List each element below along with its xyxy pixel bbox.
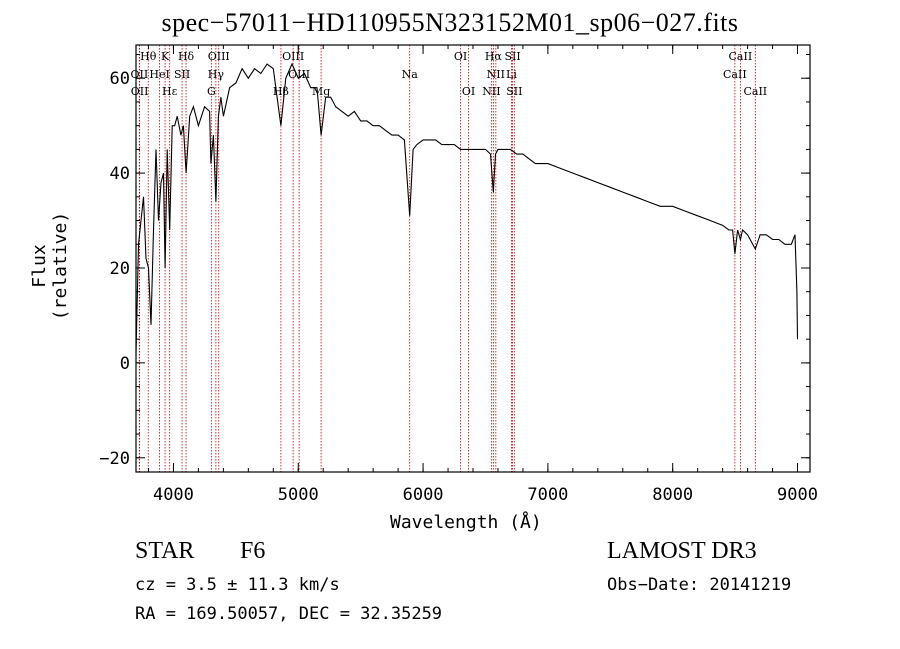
y-tick-label: 40 <box>110 164 130 184</box>
y-tick-label: −20 <box>99 449 130 469</box>
redshift-text: cz = 3.5 ± 11.3 km/s <box>135 575 340 595</box>
line-label: Na <box>402 68 419 81</box>
y-ticks: −20 0 20 40 60 <box>99 53 810 469</box>
line-markers <box>138 45 756 472</box>
line-label: CaII <box>723 68 747 81</box>
line-label: SII <box>506 85 522 98</box>
line-label: Mg <box>312 85 330 98</box>
object-subclass: F6 <box>240 538 266 564</box>
survey-name: LAMOST DR3 <box>607 538 757 564</box>
line-label: K <box>161 50 170 63</box>
object-class: STAR <box>135 538 195 564</box>
x-axis-label: Wavelength (Å) <box>390 512 542 533</box>
line-label: Hα <box>485 50 503 63</box>
y-axis-label: Flux (relative) <box>29 211 71 321</box>
line-label: OIII <box>288 68 310 81</box>
x-tick-label: 9000 <box>777 485 818 505</box>
y-tick-label: 60 <box>110 69 130 89</box>
obs-date: Obs−Date: 20141219 <box>607 575 792 595</box>
line-label: Hγ <box>208 68 225 81</box>
line-label: OI <box>454 50 467 63</box>
line-label: Hθ <box>140 50 157 63</box>
line-label: CaII <box>743 85 767 98</box>
line-label: SII <box>504 50 520 63</box>
x-tick-label: 8000 <box>652 485 693 505</box>
chart-title: spec−57011−HD110955N323152M01_sp06−027.f… <box>161 8 739 37</box>
y-tick-label: 0 <box>120 354 130 374</box>
line-label: NII <box>482 85 500 98</box>
coordinates-text: RA = 169.50057, DEC = 32.35259 <box>135 604 443 624</box>
x-ticks: 4000 5000 6000 7000 8000 9000 <box>147 45 818 505</box>
plot-frame <box>135 44 811 473</box>
line-label: Hε <box>162 85 178 98</box>
line-label: OII <box>131 85 149 98</box>
line-label: NII <box>487 68 505 81</box>
x-tick-label: 4000 <box>153 485 194 505</box>
x-tick-label: 7000 <box>527 485 568 505</box>
line-label: Li <box>506 68 517 81</box>
y-tick-label: 20 <box>110 259 130 279</box>
line-label: G <box>207 85 216 98</box>
line-label: OIII <box>208 50 230 63</box>
line-label: SII <box>174 68 190 81</box>
line-label: CaII <box>729 50 753 63</box>
line-label: OII <box>131 68 149 81</box>
line-label: OIII <box>282 50 304 63</box>
line-label: OI <box>462 85 475 98</box>
line-label: Hδ <box>178 50 195 63</box>
x-tick-label: 5000 <box>278 485 319 505</box>
x-tick-label: 6000 <box>403 485 444 505</box>
spectrum-line <box>135 62 799 354</box>
line-label: HeI <box>149 68 169 81</box>
